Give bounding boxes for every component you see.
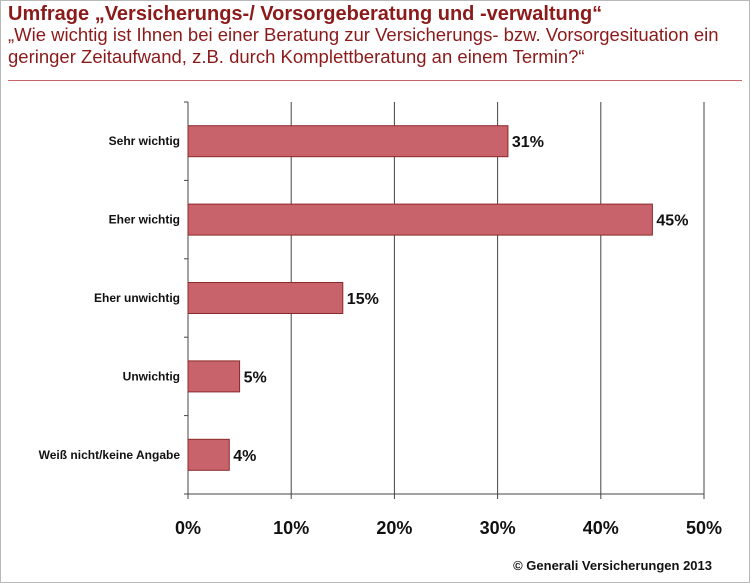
- x-tick-label: 30%: [480, 518, 516, 538]
- x-tick-label: 20%: [376, 518, 412, 538]
- value-label: 31%: [512, 134, 544, 151]
- bar: [187, 438, 230, 471]
- chart-title: Umfrage „Versicherungs-/ Vorsorgeberatun…: [8, 3, 603, 25]
- bar: [187, 282, 344, 314]
- copyright-notice: © Generali Versicherungen 2013: [513, 558, 712, 573]
- value-label: 4%: [233, 448, 256, 465]
- x-tick-label: 40%: [583, 518, 619, 538]
- category-label: Eher wichtig: [109, 213, 180, 227]
- value-label: 5%: [244, 369, 267, 386]
- category-label: Weiß nicht/keine Angabe: [39, 448, 181, 462]
- title-divider: [8, 80, 742, 81]
- category-label: Sehr wichtig: [109, 134, 180, 148]
- category-label: Unwichtig: [123, 369, 180, 383]
- x-tick-label: 50%: [686, 518, 722, 538]
- x-tick-label: 0%: [175, 518, 201, 538]
- category-label: Eher unwichtig: [94, 291, 180, 305]
- x-tick-label: 10%: [273, 518, 309, 538]
- bar: [187, 125, 509, 158]
- chart-subtitle: „Wie wichtig ist Ihnen bei einer Beratun…: [8, 24, 719, 67]
- value-label: 45%: [656, 213, 688, 230]
- bar: [187, 203, 653, 236]
- value-label: 15%: [347, 291, 379, 308]
- bar: [187, 360, 241, 393]
